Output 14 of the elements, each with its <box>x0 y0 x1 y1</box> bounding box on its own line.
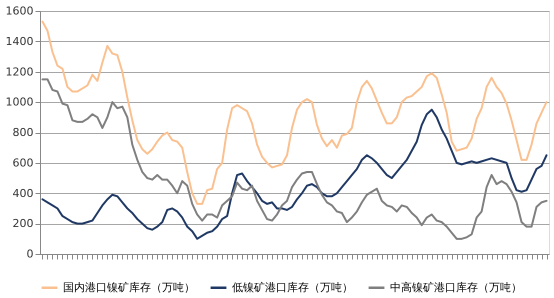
y-tick-label: 1000 <box>6 96 34 109</box>
line-series <box>41 20 548 205</box>
legend-label: 国内港口镍矿库存（万吨） <box>63 280 195 294</box>
legend-label: 中高镍矿港口库存（万吨） <box>390 280 522 294</box>
y-tick-label: 400 <box>12 186 34 200</box>
legend-label: 低镍矿港口库存（万吨） <box>232 280 353 294</box>
y-tick-label: 1600 <box>6 4 34 18</box>
y-tick-label: 200 <box>12 217 34 230</box>
line-series <box>41 108 548 240</box>
y-tick-label: 1200 <box>6 65 34 78</box>
y-tick-label: 800 <box>12 126 34 139</box>
y-tick-label: 0 <box>26 248 34 260</box>
y-tick-label: 1400 <box>6 34 34 48</box>
y-tick-label: 600 <box>12 156 34 170</box>
